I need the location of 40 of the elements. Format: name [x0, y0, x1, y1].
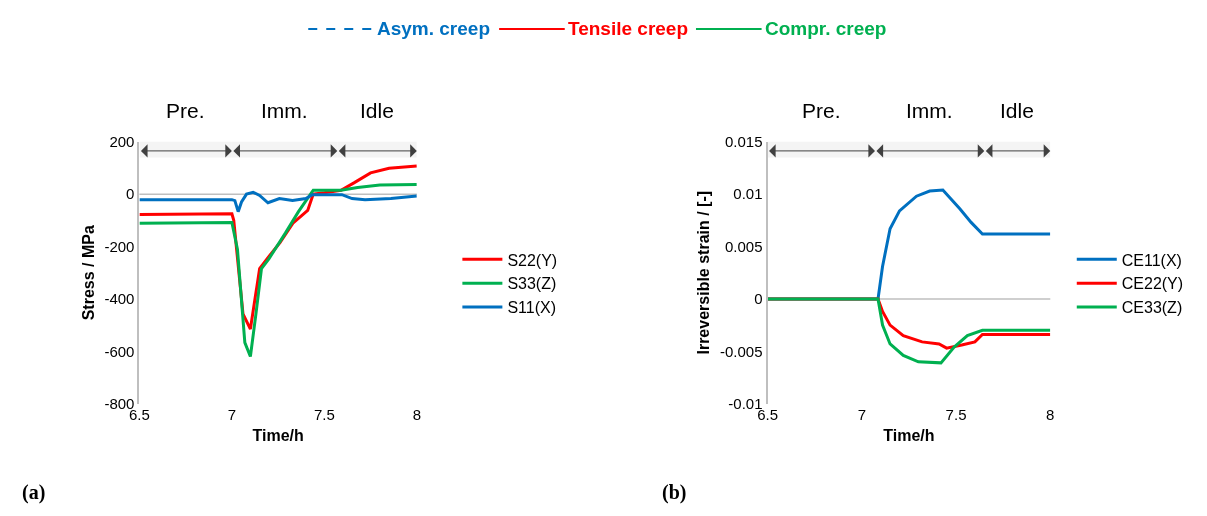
y-axis-title: Stress / MPa [79, 225, 97, 321]
y-tick-label: 0.005 [725, 237, 763, 255]
legend-label: CE11(X) [1121, 251, 1182, 269]
legend-label: S22(Y) [507, 251, 558, 269]
band-label: Idle [1000, 99, 1034, 122]
y-tick-label: 200 [109, 132, 135, 150]
text: (a) [22, 481, 46, 504]
legend-label: S11(X) [507, 299, 556, 317]
legend-label: CE22(Y) [1121, 275, 1184, 293]
x-tick-label: 7.5 [313, 405, 335, 423]
x-tick-label: 7 [857, 405, 866, 423]
y-axis-title: Irreversible strain / [-] [695, 190, 713, 355]
line-series [139, 190, 417, 214]
legend-label: Asym. creep [377, 18, 491, 39]
x-tick-label: 8 [1046, 405, 1055, 423]
x-tick-label: 7.5 [945, 405, 967, 423]
band-label: Imm. [261, 99, 308, 122]
x-axis-title: Time/h [252, 427, 304, 445]
x-tick-label: 8 [412, 405, 421, 423]
band-label: Imm. [906, 99, 953, 122]
legend-label: S33(Z) [507, 275, 557, 293]
x-tick-label: 7 [227, 405, 237, 423]
y-tick-label: 0 [126, 185, 135, 203]
line-series [767, 297, 1051, 365]
band-label: Pre. [802, 99, 841, 122]
y-tick-label: 0 [754, 290, 763, 308]
y-tick-label: -600 [104, 342, 135, 360]
legend-label: Compr. creep [765, 18, 887, 39]
line-series [139, 182, 417, 359]
band-label: Pre. [166, 99, 205, 122]
y-tick-label: -400 [104, 290, 135, 308]
legend-label: Tensile creep [568, 18, 689, 39]
legend-label: CE33(Z) [1121, 299, 1183, 317]
band-label: Idle [360, 99, 394, 122]
y-tick-label: -0.005 [720, 342, 763, 360]
text: (b) [662, 481, 687, 504]
y-tick-label: -200 [104, 237, 135, 255]
x-axis-title: Time/h [883, 427, 935, 445]
y-tick-label: 0.01 [733, 185, 763, 203]
y-tick-label: 0.015 [725, 132, 763, 150]
